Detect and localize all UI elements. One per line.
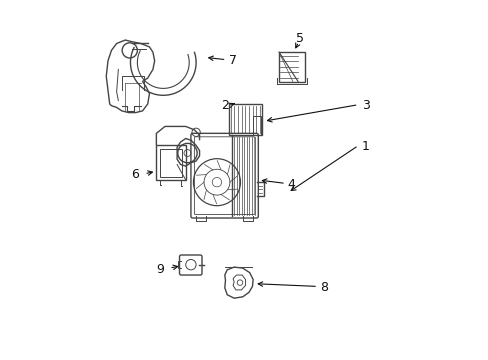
Bar (228, 104, 261, 135)
Text: 2: 2 (221, 99, 228, 112)
Text: 5: 5 (295, 32, 303, 45)
Text: 4: 4 (287, 178, 295, 191)
Text: 1: 1 (361, 140, 369, 153)
Bar (279, 52, 305, 81)
Bar (253, 116, 260, 135)
Text: 3: 3 (361, 99, 369, 112)
Text: 6: 6 (131, 168, 139, 181)
Text: 7: 7 (228, 54, 237, 67)
Bar (156, 145, 185, 180)
Text: 8: 8 (320, 281, 328, 294)
Text: 9: 9 (156, 263, 164, 276)
Bar (160, 149, 182, 176)
